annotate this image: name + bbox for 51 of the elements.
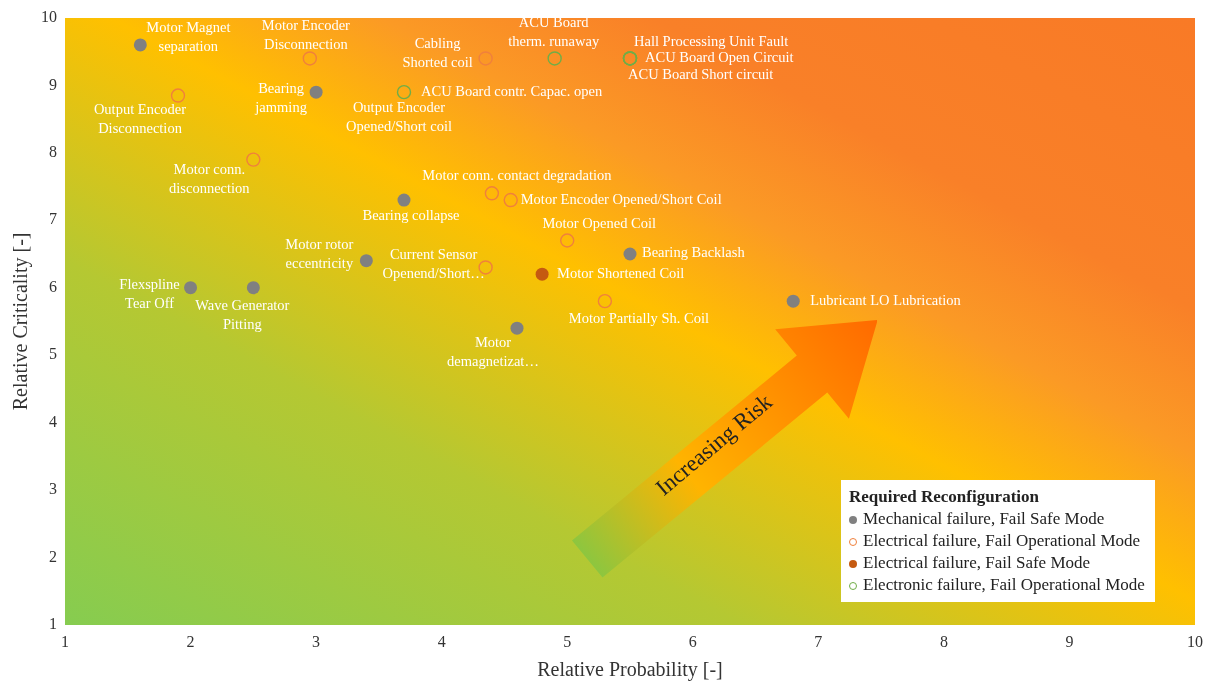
x-tick-label: 5 <box>563 632 572 650</box>
x-tick-label: 1 <box>61 632 69 650</box>
x-tick-label: 7 <box>814 632 823 650</box>
legend-label: Electrical failure, Fail Safe Mode <box>862 551 1092 574</box>
annotation: Bearing collapse <box>362 206 460 223</box>
x-tick-label: 2 <box>186 632 195 650</box>
annotation: Bearing Backlash <box>642 243 746 260</box>
annotation: ACU Board Short circuit <box>628 66 774 83</box>
annotation: Motor rotor eccentricity <box>285 236 354 272</box>
annotation: Lubricant LO Lubrication <box>810 291 962 308</box>
annotation: Current Sensor Openend/Short… <box>382 245 485 281</box>
annotation: Motor Opened Coil <box>542 215 657 232</box>
annotation: Motor Magnet separation <box>146 19 231 55</box>
x-tick-label: 8 <box>939 632 948 650</box>
annotation: Motor Shortened Coil <box>557 265 685 282</box>
annotation: ACU Board contr. Capac. open <box>421 82 603 99</box>
y-tick-label: 7 <box>49 210 57 228</box>
annotation: ACU Board Open Circuit <box>645 49 794 66</box>
annotation: Motor Encoder Opened/Short Coil <box>520 190 722 207</box>
annotation: Flexspline Tear Off <box>119 276 180 311</box>
y-tick-label: 8 <box>49 143 57 161</box>
annotation: Motor conn. disconnection <box>169 160 251 196</box>
y-axis-title: Relative Criticality [-] <box>9 232 33 411</box>
legend-label: Mechanical failure, Fail Safe Mode <box>862 507 1106 530</box>
y-tick-label: 3 <box>49 480 57 498</box>
legend-label: Electronic failure, Fail Operational Mode <box>862 573 1145 596</box>
x-tick-label: 10 <box>1187 632 1203 650</box>
x-tick-label: 4 <box>437 632 446 650</box>
annotation: Bearing jamming <box>254 80 307 116</box>
annotation: Wave Generator Pitting <box>195 297 290 332</box>
x-tick-label: 6 <box>688 632 697 650</box>
annotation: Motor Partially Sh. Coil <box>568 309 709 326</box>
y-tick-label: 10 <box>41 8 57 26</box>
annotation: Motor conn. contact degradation <box>422 167 613 184</box>
annotation: Motor demagnetizat… <box>447 334 539 370</box>
annotation: Cabling Shorted coil <box>402 34 473 70</box>
annotation: Output Encoder Opened/Short coil <box>346 99 452 135</box>
x-tick-label: 9 <box>1065 632 1074 650</box>
y-tick-label: 9 <box>49 75 57 93</box>
y-tick-label: 5 <box>49 345 57 363</box>
annotation: Hall Processing Unit Fault <box>634 33 789 50</box>
y-tick-label: 6 <box>49 277 57 295</box>
x-tick-label: 3 <box>312 632 321 650</box>
annotation: Motor Encoder Disconnection <box>261 16 351 52</box>
legend-title: Required Reconfiguration <box>849 485 1040 508</box>
y-tick-label: 2 <box>49 547 57 565</box>
x-axis-title: Relative Probability [-] <box>537 658 723 682</box>
y-tick-label: 4 <box>49 412 57 430</box>
y-tick-label: 1 <box>49 615 57 632</box>
legend-label: Electrical failure, Fail Operational Mode <box>862 529 1142 552</box>
annotation: Output Encoder Disconnection <box>93 100 187 136</box>
